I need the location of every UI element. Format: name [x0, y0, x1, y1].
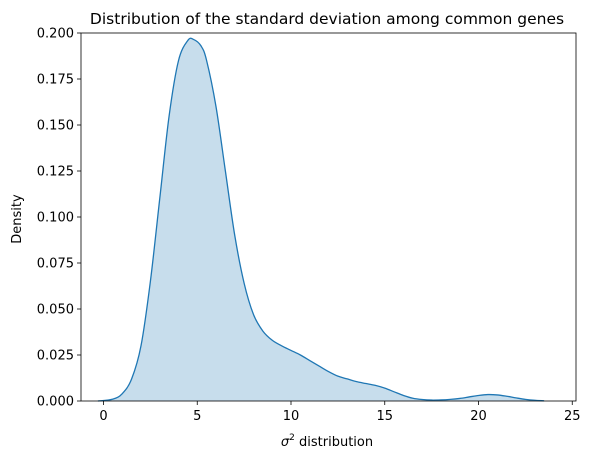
- x-axis-label: σ2 distribution: [281, 433, 373, 450]
- density-curve: [97, 37, 545, 402]
- density-fill-area: [97, 38, 545, 401]
- y-tick-label: 0.000: [37, 395, 74, 410]
- y-tick-label: 0.200: [37, 27, 74, 42]
- y-tick-label: 0.050: [37, 303, 74, 318]
- x-tick-label: 10: [283, 409, 300, 424]
- x-axis-label-symbol: σ: [281, 435, 290, 450]
- y-tick-label: 0.175: [37, 73, 74, 88]
- x-axis-label-text: distribution: [295, 435, 373, 450]
- y-tick-label: 0.150: [37, 119, 74, 134]
- y-tick-label: 0.025: [37, 349, 74, 364]
- x-tick-label: 0: [99, 409, 107, 424]
- chart-title: Distribution of the standard deviation a…: [90, 10, 564, 28]
- y-tick-label: 0.125: [37, 165, 74, 180]
- y-tick-label: 0.100: [37, 211, 74, 226]
- x-tick-label: 25: [564, 409, 581, 424]
- y-axis: 0.000 0.025 0.050 0.075 0.100 0.125 0.150 0.175…: [37, 27, 81, 410]
- x-tick-label: 15: [376, 409, 393, 424]
- x-axis-label-superscript: 2: [289, 433, 295, 443]
- x-axis: 0 5 10 15 20 25: [99, 401, 581, 424]
- y-axis-label: Density: [10, 194, 25, 244]
- x-tick-label: 5: [193, 409, 201, 424]
- x-tick-label: 20: [470, 409, 487, 424]
- plot-area: [97, 37, 545, 402]
- y-tick-label: 0.075: [37, 257, 74, 272]
